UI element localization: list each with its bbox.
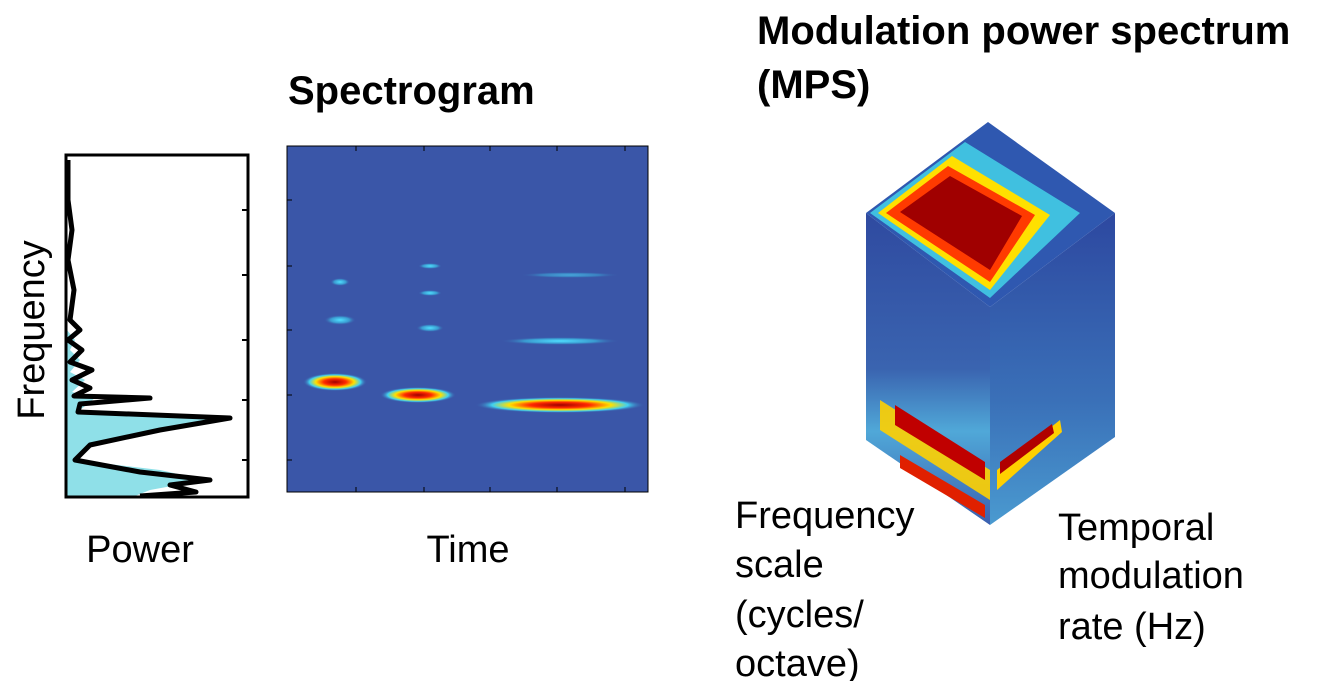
mps-title-line: Modulation power spectrum: [757, 9, 1290, 53]
frequency-scale-line: Frequency: [735, 495, 915, 537]
frequency-label: Frequency: [11, 240, 53, 420]
frequency-scale-line: scale: [735, 544, 824, 586]
spectrogram-image: [286, 145, 649, 493]
spectrogram-title: Spectrogram: [288, 69, 535, 113]
temporal-rate-line: Temporal: [1058, 507, 1214, 549]
time-label: Time: [426, 529, 509, 571]
power-label: Power: [86, 529, 194, 571]
frequency-scale-line: octave): [735, 643, 860, 681]
temporal-rate-line: rate (Hz): [1058, 606, 1206, 648]
mps-title-line: (MPS): [757, 63, 870, 107]
mps-cube: [866, 122, 1115, 525]
temporal-rate-line: modulation: [1058, 555, 1244, 597]
frequency-scale-line: (cycles/: [735, 594, 864, 636]
power-panel: [64, 153, 250, 499]
